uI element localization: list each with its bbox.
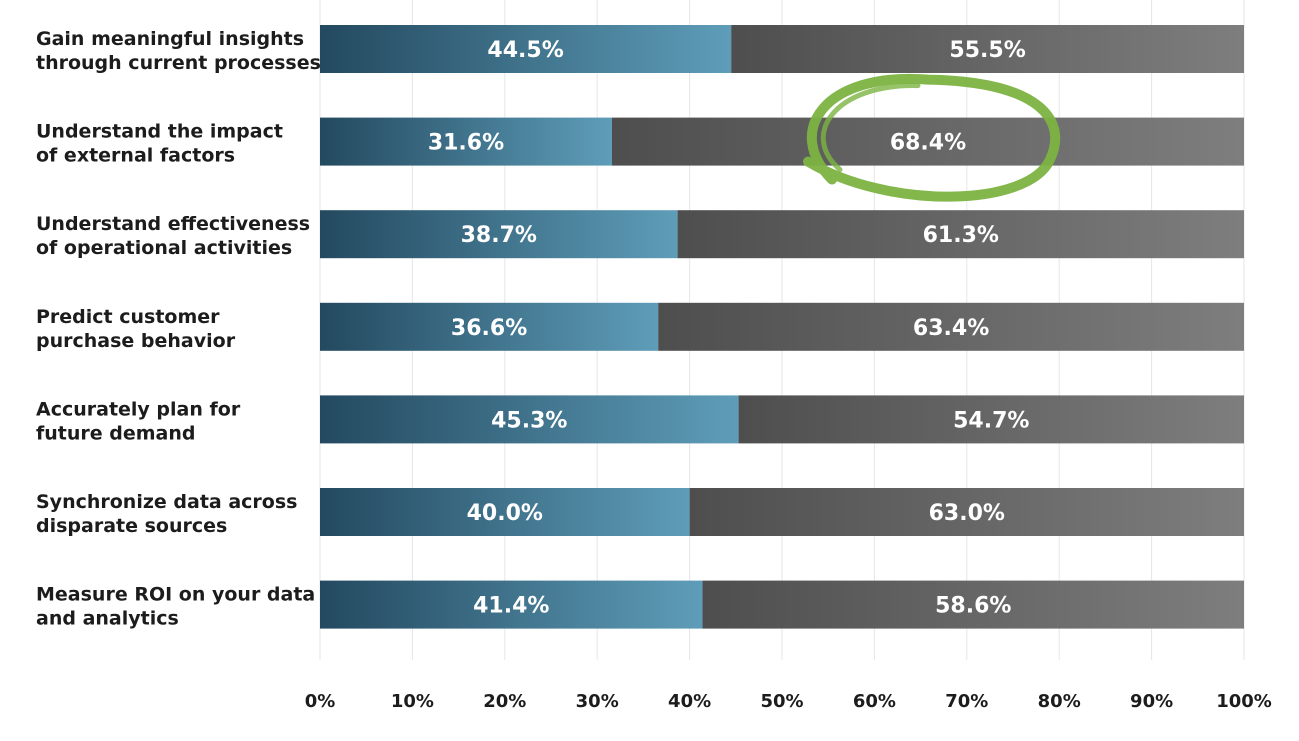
category-label: Predict customer purchase behavior (36, 306, 236, 352)
category-label: Understand effectiveness of operational a… (36, 213, 310, 259)
category-label: Understand the impact of external factors (36, 121, 283, 167)
bar-segment-yes (320, 302, 659, 351)
highlight-brush-stroke (820, 83, 921, 173)
bar-value-label: 68.4% (890, 131, 966, 156)
category-labels: Gain meaningful insights through current … (36, 28, 321, 630)
bar-segment-no (677, 210, 1244, 259)
bar-value-label: 31.6% (428, 131, 504, 156)
x-tick-label: 30% (576, 691, 619, 712)
bar-value-label: 61.3% (923, 223, 999, 248)
bar-value-label: 45.3% (491, 408, 567, 433)
bar-segment-no (658, 302, 1244, 351)
bar-value-label: 54.7% (953, 408, 1029, 433)
x-tick-label: 10% (391, 691, 434, 712)
bar-value-label: 63.0% (929, 501, 1005, 526)
category-label: Synchronize data across disparate sources (36, 491, 297, 537)
bar-value-label: 63.4% (913, 316, 989, 341)
bar-segment-yes (320, 210, 678, 259)
bar-value-label: 55.5% (949, 38, 1025, 63)
bar-segment-no (731, 25, 1244, 73)
x-tick-label: 80% (1038, 691, 1081, 712)
bar-segment-yes (320, 395, 739, 444)
bar-value-label: 36.6% (451, 316, 527, 341)
bar-value-label: 58.6% (935, 594, 1011, 619)
bar-segment-yes (320, 117, 612, 166)
bar-segment-yes (320, 488, 690, 536)
bar-segment-no (611, 117, 1244, 166)
category-label: Measure ROI on your data and analytics (36, 584, 315, 630)
x-axis-ticks: 0% 10% 20% 30% 40% 50% 60% 70% 80% 90% 100% (305, 691, 1272, 712)
x-tick-label: 90% (1130, 691, 1173, 712)
x-tick-label: 20% (483, 691, 526, 712)
bar-value-label: 38.7% (461, 223, 537, 248)
bar-value-label: 41.4% (473, 594, 549, 619)
x-tick-label: 60% (853, 691, 896, 712)
category-label: Accurately plan for future demand (36, 398, 241, 444)
bar-value-label: 44.5% (487, 38, 563, 63)
x-tick-label: 50% (760, 691, 803, 712)
bars: 44.5% 55.5% 31.6% 68.4% 38.7% 61.3% 36.6% 63.4%… (320, 25, 1244, 629)
bar-value-label: 40.0% (467, 501, 543, 526)
x-tick-label: 70% (945, 691, 988, 712)
x-tick-label: 100% (1216, 691, 1272, 712)
x-tick-label: 0% (305, 691, 336, 712)
bar-segment-yes (320, 25, 732, 73)
highlight-circle (802, 73, 1061, 202)
category-label: Gain meaningful insights through current … (36, 28, 321, 74)
bar-segment-yes (320, 580, 703, 629)
highlight-brush-stroke (802, 73, 1061, 202)
bar-segment-no (702, 580, 1244, 629)
x-tick-label: 40% (668, 691, 711, 712)
bar-segment-no (689, 488, 1244, 536)
bar-segment-no (738, 395, 1244, 444)
